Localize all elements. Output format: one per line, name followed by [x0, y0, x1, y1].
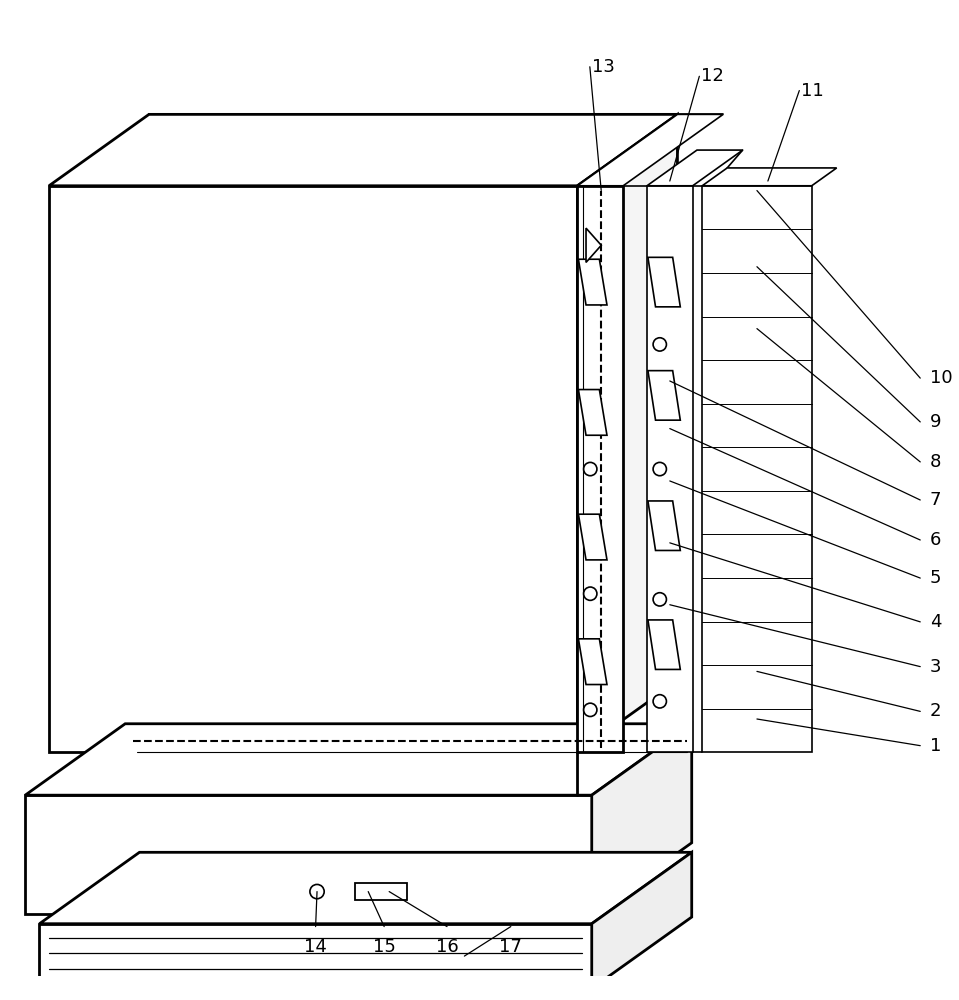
Text: 8: 8 — [930, 453, 941, 471]
Polygon shape — [25, 724, 691, 795]
Polygon shape — [49, 186, 577, 752]
Text: 9: 9 — [930, 413, 942, 431]
Text: 5: 5 — [930, 569, 942, 587]
Text: 17: 17 — [500, 938, 523, 956]
Text: 14: 14 — [304, 938, 327, 956]
Polygon shape — [578, 514, 607, 560]
Polygon shape — [577, 186, 623, 752]
Text: 1: 1 — [930, 737, 941, 755]
Text: 3: 3 — [930, 658, 942, 676]
Text: 12: 12 — [701, 67, 724, 85]
Polygon shape — [648, 501, 680, 550]
Polygon shape — [592, 852, 691, 988]
Polygon shape — [702, 168, 836, 186]
Polygon shape — [578, 390, 607, 435]
Text: 15: 15 — [373, 938, 396, 956]
Polygon shape — [39, 852, 691, 924]
Polygon shape — [702, 186, 811, 752]
Text: 2: 2 — [930, 702, 942, 720]
Text: 11: 11 — [801, 82, 824, 100]
Polygon shape — [592, 724, 691, 914]
Text: 10: 10 — [930, 369, 952, 387]
Polygon shape — [39, 924, 592, 988]
Polygon shape — [577, 114, 677, 752]
Polygon shape — [355, 883, 408, 900]
Polygon shape — [578, 259, 607, 305]
Text: 7: 7 — [930, 491, 942, 509]
Polygon shape — [648, 257, 680, 307]
Polygon shape — [586, 228, 601, 262]
Polygon shape — [49, 114, 677, 186]
Text: 4: 4 — [930, 613, 942, 631]
Text: 16: 16 — [435, 938, 458, 956]
Text: 6: 6 — [930, 531, 941, 549]
Polygon shape — [647, 186, 692, 752]
Polygon shape — [577, 114, 723, 186]
Polygon shape — [25, 795, 592, 914]
Polygon shape — [648, 371, 680, 420]
Text: 13: 13 — [592, 58, 615, 76]
Polygon shape — [578, 639, 607, 685]
Polygon shape — [648, 620, 680, 669]
Polygon shape — [647, 150, 742, 186]
